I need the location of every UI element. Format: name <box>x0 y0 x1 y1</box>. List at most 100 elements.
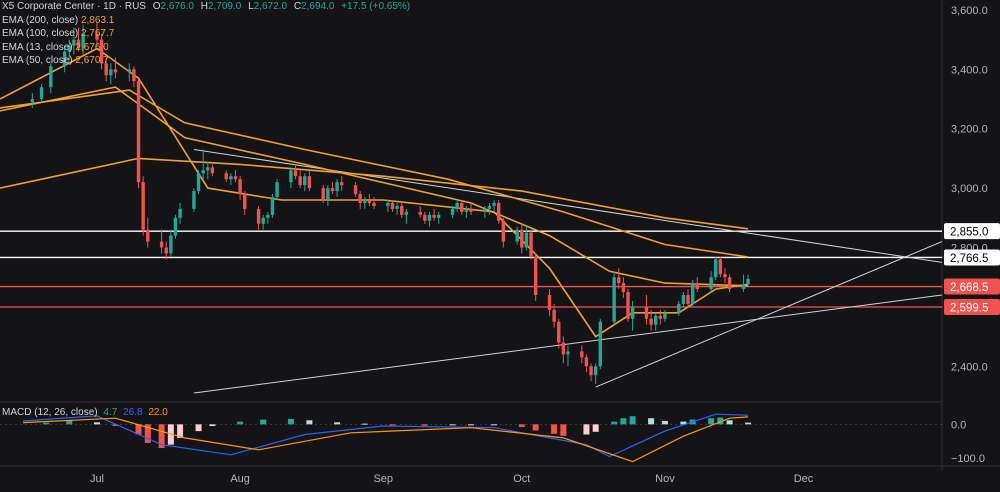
candle-body[interactable] <box>81 33 85 49</box>
candle-body[interactable] <box>210 167 215 174</box>
candle-body[interactable] <box>109 69 113 76</box>
candle-body[interactable] <box>266 214 270 218</box>
candle-body[interactable] <box>76 39 81 49</box>
candle-body[interactable] <box>427 214 432 221</box>
candle-body[interactable] <box>141 182 145 230</box>
candle-body[interactable] <box>298 176 302 186</box>
candle-body[interactable] <box>136 81 141 183</box>
candle-body[interactable] <box>307 176 312 189</box>
candle-body[interactable] <box>492 202 496 206</box>
macd-signal-line[interactable] <box>23 416 749 463</box>
candle-body[interactable] <box>520 229 524 248</box>
candle-body[interactable] <box>524 232 529 248</box>
candle-body[interactable] <box>497 202 501 221</box>
candle-body[interactable] <box>400 205 404 215</box>
candle-body[interactable] <box>718 259 723 275</box>
candle-body[interactable] <box>340 182 344 186</box>
candle-body[interactable] <box>649 318 653 325</box>
candle-body[interactable] <box>501 220 506 242</box>
candle-body[interactable] <box>487 205 492 209</box>
candle-body[interactable] <box>455 202 459 209</box>
candle-body[interactable] <box>372 202 376 206</box>
candle-body[interactable] <box>566 351 570 355</box>
candle-body[interactable] <box>275 182 279 198</box>
candle-body[interactable] <box>358 194 362 203</box>
candle-body[interactable] <box>233 176 238 180</box>
candle-body[interactable] <box>727 277 732 290</box>
candle-body[interactable] <box>644 306 649 319</box>
candle-body[interactable] <box>335 182 339 192</box>
candle-body[interactable] <box>423 214 427 221</box>
candle-body[interactable] <box>238 179 242 195</box>
candle-body[interactable] <box>723 274 727 278</box>
candle-body[interactable] <box>192 191 196 209</box>
candle-body[interactable] <box>326 188 330 200</box>
candle-body[interactable] <box>746 278 750 285</box>
candle-body[interactable] <box>621 283 626 293</box>
candle-body[interactable] <box>293 170 298 177</box>
candle-body[interactable] <box>561 342 566 355</box>
candle-body[interactable] <box>584 357 589 367</box>
candle-body[interactable] <box>113 69 118 73</box>
candle-body[interactable] <box>589 366 593 376</box>
candle-body[interactable] <box>72 39 76 46</box>
candle-body[interactable] <box>677 303 681 313</box>
candle-body[interactable] <box>390 202 395 209</box>
trend-line[interactable] <box>193 294 943 394</box>
candle-body[interactable] <box>99 39 104 64</box>
candle-body[interactable] <box>395 205 399 209</box>
candle-body[interactable] <box>404 211 409 215</box>
candle-body[interactable] <box>173 217 178 236</box>
macd-line[interactable] <box>23 413 749 458</box>
candle-body[interactable] <box>62 51 67 67</box>
candle-body[interactable] <box>469 208 473 212</box>
candle-body[interactable] <box>330 188 335 192</box>
candle-body[interactable] <box>39 87 44 100</box>
candle-body[interactable] <box>658 315 663 319</box>
candle-body[interactable] <box>196 173 201 192</box>
candle-body[interactable] <box>49 66 53 88</box>
candle-body[interactable] <box>598 321 602 367</box>
trend-line[interactable] <box>595 241 943 388</box>
candle-body[interactable] <box>30 99 35 102</box>
candle-body[interactable] <box>224 173 228 180</box>
candle-body[interactable] <box>626 292 630 319</box>
candle-body[interactable] <box>436 214 441 218</box>
legend-ema-50[interactable]: EMA (50, close) 2,670.7 <box>2 54 410 68</box>
candle-body[interactable] <box>132 69 136 82</box>
candle-body[interactable] <box>169 235 173 254</box>
candle-body[interactable] <box>460 202 464 212</box>
candle-body[interactable] <box>146 229 150 242</box>
macd-legend[interactable]: MACD (12, 26, close) 4.7 26.8 22.0 <box>2 407 168 418</box>
candle-body[interactable] <box>432 214 436 218</box>
candle-body[interactable] <box>289 170 293 183</box>
candle-body[interactable] <box>695 283 699 290</box>
candle-body[interactable] <box>206 167 210 171</box>
candle-body[interactable] <box>201 170 205 174</box>
candle-body[interactable] <box>164 247 168 254</box>
candle-body[interactable] <box>450 208 455 215</box>
candle-body[interactable] <box>483 208 487 212</box>
candle-body[interactable] <box>363 199 367 203</box>
candle-body[interactable] <box>741 284 746 290</box>
candle-body[interactable] <box>612 277 616 322</box>
candle-body[interactable] <box>321 188 325 200</box>
candle-body[interactable] <box>353 185 358 195</box>
candle-body[interactable] <box>557 321 561 343</box>
candle-body[interactable] <box>714 259 718 278</box>
candle-body[interactable] <box>654 315 658 325</box>
candle-body[interactable] <box>229 176 233 180</box>
candle-body[interactable] <box>686 295 690 304</box>
candle-body[interactable] <box>681 295 686 304</box>
candle-body[interactable] <box>386 202 390 206</box>
candle-body[interactable] <box>178 208 182 218</box>
candle-body[interactable] <box>95 33 99 40</box>
candle-body[interactable] <box>261 217 265 224</box>
candle-body[interactable] <box>67 45 71 52</box>
candle-body[interactable] <box>617 277 621 284</box>
candle-body[interactable] <box>552 309 556 322</box>
candle-body[interactable] <box>690 283 695 304</box>
legend-ema-13[interactable]: EMA (13, close) 2,676.0 <box>2 41 410 55</box>
